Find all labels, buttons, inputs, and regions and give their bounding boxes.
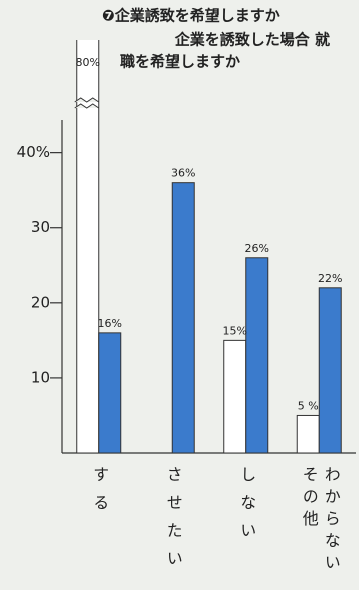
plot [76,40,342,454]
chart-title: ❼企業誘致を希望しますか [102,7,280,25]
y-tick-label: 20 [31,293,50,311]
value-label: 80% [76,56,100,69]
bar [171,182,195,454]
value-label: 5 % [298,399,319,412]
x-tick-label: する [90,466,109,522]
value-label: 26% [245,242,269,255]
bar [318,287,342,454]
bar [296,414,320,454]
value-label: 16% [98,317,122,330]
value-label: 15% [223,324,247,337]
bar [245,257,269,454]
x-tick-label: わからない [322,466,341,576]
chart-title: 企業を誘致した場合 就 [174,31,330,49]
bar [98,332,122,454]
value-label: 36% [171,167,195,180]
y-tick-label: 40% [17,143,50,161]
bar [76,40,100,454]
y-tick-label: 30 [31,218,50,236]
x-tick-label: しない [237,466,256,550]
chart-title: 職を希望しますか [120,53,240,71]
bar-break [74,97,100,109]
bar [223,339,247,454]
value-label: 22% [318,272,342,285]
x-tick-label: その他 [300,466,319,532]
x-tick-label: させたい [164,466,183,578]
y-tick-label: 10 [31,368,50,386]
